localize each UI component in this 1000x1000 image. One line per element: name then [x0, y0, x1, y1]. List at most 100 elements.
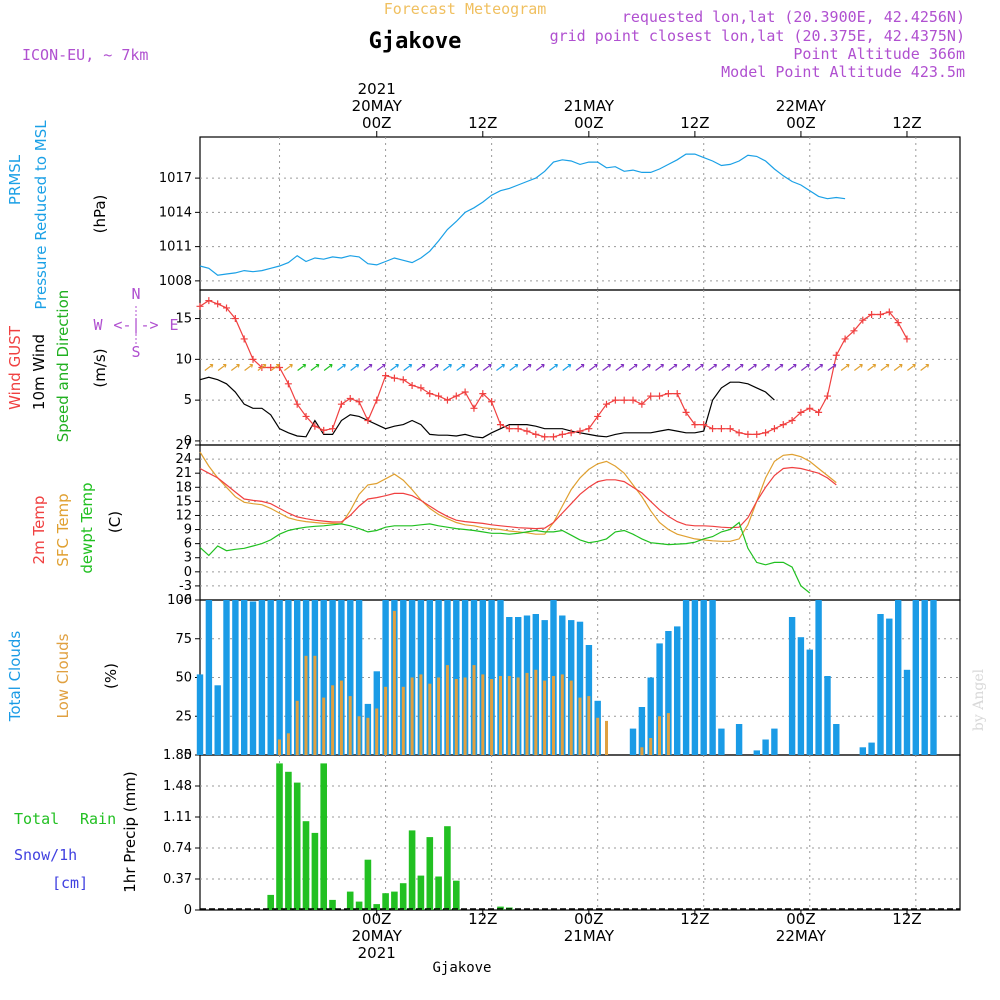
watermark: by Angel [971, 668, 987, 731]
wind-gust-line-marker [320, 426, 328, 434]
wind-gust-line-marker [682, 408, 690, 416]
low-cloud-bar [313, 655, 317, 755]
rain-bar [373, 904, 380, 910]
total-cloud-bar [329, 600, 336, 755]
total-cloud-bar [709, 600, 716, 755]
temp-title-3: dewpt Temp [78, 482, 96, 573]
wind-direction-arrow [363, 363, 373, 371]
wind-gust-line-marker [797, 408, 805, 416]
model-altitude: Model Point Altitude 423.5m [721, 63, 965, 81]
wind-gust-line-marker [815, 408, 823, 416]
low-cloud-bar [578, 697, 582, 755]
wind-gust-line-marker [205, 297, 213, 305]
wind-direction-arrow [284, 363, 293, 371]
wind-gust-line-marker [293, 400, 301, 408]
wind-gust-line-marker [576, 427, 584, 435]
total-cloud-bar [718, 728, 725, 755]
time-label-bottom: 21MAY [564, 927, 615, 945]
precip-unit: 1hr Precip (mm) [121, 771, 139, 892]
wind-gust-line-marker [302, 412, 310, 420]
wind-direction-arrow [231, 363, 240, 371]
total-cloud-bar [347, 600, 354, 755]
cloud-title-2: Low Clouds [54, 633, 72, 718]
rain-bar [408, 830, 416, 910]
total-cloud-bar [223, 600, 230, 755]
wind-gust-line-marker [717, 425, 725, 433]
wind-direction-arrow [390, 363, 399, 371]
low-cloud-bar [454, 679, 458, 755]
total-cloud-bar [241, 600, 248, 755]
total-cloud-bar [700, 600, 707, 755]
precip-ytick-label: 1.11 [163, 810, 192, 825]
wind-direction-arrow [482, 363, 492, 371]
wind-direction-arrow [549, 363, 559, 371]
low-cloud-bar [286, 733, 290, 755]
wind-gust-line-marker [567, 429, 575, 437]
total-cloud-bar [930, 600, 937, 755]
total-cloud-bar [674, 626, 681, 755]
wind-direction-arrow [509, 363, 519, 371]
total-cloud-bar [903, 669, 911, 756]
time-label-top: 21MAY [564, 97, 615, 115]
wind-direction-arrow [602, 363, 612, 371]
low-cloud-bar [322, 697, 326, 755]
total-cloud-bar [576, 621, 584, 755]
location-title: Gjakove [369, 29, 462, 54]
compass-arrows: <-|-> [113, 316, 158, 334]
wind-direction-arrow [350, 363, 360, 371]
compass-e: E [169, 316, 178, 334]
precip-ytick-label: 0 [184, 903, 192, 918]
wind-gust-line-marker [806, 404, 814, 412]
wind-direction-arrow [787, 363, 797, 371]
sfc-temp-line [199, 451, 837, 542]
wind-title-1: Wind GUST [6, 325, 24, 410]
wind-direction-arrow [880, 363, 890, 371]
low-cloud-bar [605, 720, 608, 755]
rain-bar [391, 891, 398, 910]
wind-gust-line-marker [408, 381, 416, 389]
wind-gust-line-marker [744, 430, 752, 438]
rain-bar [399, 883, 407, 910]
total-cloud-bar [735, 724, 743, 755]
total-cloud-bar [629, 728, 637, 755]
time-label-bottom: 12Z [680, 910, 709, 928]
rain-bar [302, 821, 310, 910]
total-cloud-bar [285, 600, 292, 755]
wind-direction-arrow [443, 363, 452, 371]
wind-direction-arrow [217, 363, 227, 371]
wind-gust-line-marker [762, 429, 770, 437]
temp-ytick-label: -6 [179, 593, 192, 608]
total-cloud-bar [232, 600, 239, 755]
low-cloud-bar [419, 674, 423, 755]
precip-title-cm: [cm] [52, 874, 88, 892]
wind-direction-arrow [681, 363, 691, 371]
wind-direction-arrow [668, 363, 678, 371]
time-label-top: 12Z [468, 114, 497, 132]
rain-bar [346, 891, 354, 910]
total-cloud-bar [921, 600, 928, 755]
low-cloud-bar [384, 686, 388, 755]
wind-gust-line-marker [859, 316, 867, 324]
temp-ytick-label: 24 [175, 452, 192, 467]
low-cloud-bar [339, 680, 343, 755]
wind-direction-arrow [456, 363, 466, 371]
wind-gust-line-marker [647, 392, 655, 400]
low-cloud-bar [543, 680, 547, 755]
wind-direction-arrow [840, 363, 850, 371]
wind-direction-arrow [575, 363, 585, 371]
temp-unit: (C) [106, 511, 124, 533]
wind-unit: (m/s) [91, 348, 109, 387]
product-title: Forecast Meteogram [384, 0, 547, 18]
wind-direction-arrow [615, 363, 625, 371]
rain-bar [364, 859, 372, 910]
wind-gust-line-marker [488, 398, 496, 406]
wind-title-3: Speed and Direction [54, 290, 72, 443]
time-label-top: 2021 [358, 80, 396, 98]
wind-direction-arrow [429, 363, 439, 371]
wind-gust-line-marker [435, 392, 443, 400]
wind-gust-line-marker [276, 364, 284, 371]
total-cloud-bar [656, 643, 663, 755]
wind-gust-line-marker [691, 421, 699, 429]
wind-gust-line-marker [311, 422, 319, 430]
